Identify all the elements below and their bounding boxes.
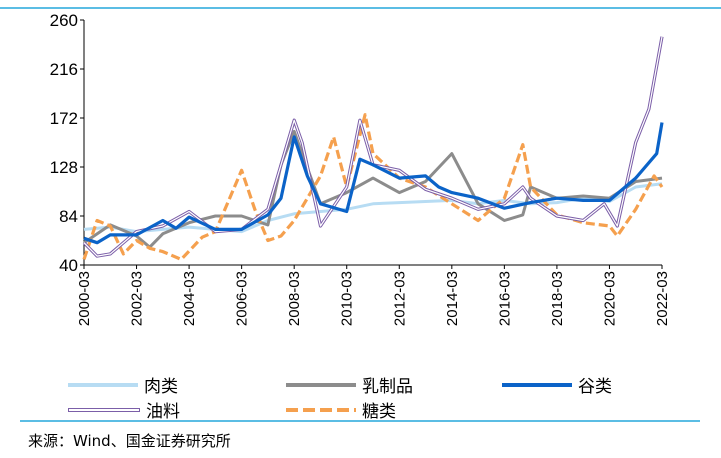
legend-label: 谷类 xyxy=(578,377,612,397)
legend-item-meat: 肉类 xyxy=(68,372,178,397)
series-line-2 xyxy=(83,122,664,245)
x-tick-label: 2022-03 xyxy=(654,271,671,326)
legend-swatch xyxy=(68,407,140,412)
legend-label: 肉类 xyxy=(144,377,178,397)
legend-item-oils: 油料 xyxy=(68,397,180,422)
legend-item-dairy: 乳制品 xyxy=(286,372,413,397)
legend-swatch xyxy=(286,382,356,387)
y-tick-label: 216 xyxy=(50,60,78,79)
series-line-4 xyxy=(82,113,664,261)
x-tick-label: 2018-03 xyxy=(549,271,566,326)
legend-item-cereals: 谷类 xyxy=(502,372,612,397)
x-tick-label: 2010-03 xyxy=(339,271,356,326)
y-tick-label: 128 xyxy=(50,158,78,177)
legend-item-sugar: 糖类 xyxy=(286,397,396,422)
legend-swatch xyxy=(68,382,138,387)
y-tick-label: 84 xyxy=(59,207,78,226)
legend-label: 糖类 xyxy=(362,402,396,422)
y-tick-label: 260 xyxy=(50,11,78,30)
series-line-1 xyxy=(83,129,663,249)
x-tick-label: 2016-03 xyxy=(496,271,513,326)
legend-label: 油料 xyxy=(146,402,180,422)
x-tick-label: 2004-03 xyxy=(181,271,198,326)
x-tick-label: 2020-03 xyxy=(601,271,618,326)
legend-label: 乳制品 xyxy=(362,377,413,397)
x-tick-label: 2006-03 xyxy=(234,271,251,326)
y-tick-label: 172 xyxy=(50,109,78,128)
source-note: 来源：Wind、国金证券研究所 xyxy=(28,432,231,450)
legend-swatch xyxy=(502,382,572,387)
y-tick-label: 40 xyxy=(59,256,78,275)
x-tick-label: 2002-03 xyxy=(129,271,146,326)
x-tick-label: 2008-03 xyxy=(286,271,303,326)
x-tick-label: 2012-03 xyxy=(391,271,408,326)
x-tick-label: 2014-03 xyxy=(444,271,461,326)
legend-swatch xyxy=(286,407,356,412)
x-tick-label: 2000-03 xyxy=(76,271,93,326)
